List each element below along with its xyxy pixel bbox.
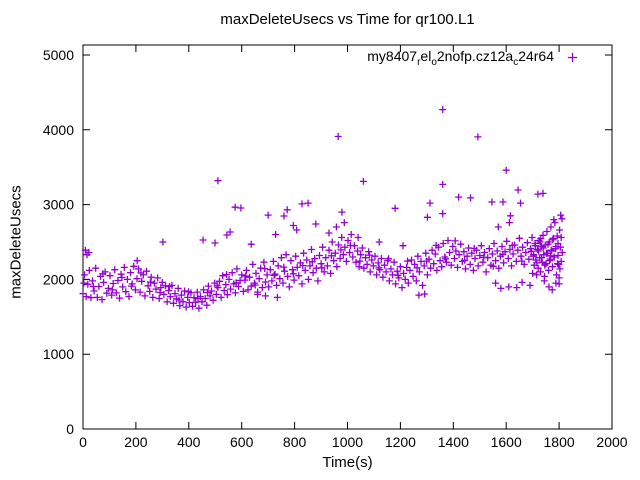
scatter-points [79, 106, 566, 312]
x-tick-label: 400 [177, 434, 201, 450]
legend-label-text: 2nofp.cz12a [436, 48, 514, 64]
legend-label-text: 24r64 [518, 48, 554, 64]
legend-label-subscript: r [417, 56, 421, 68]
x-tick-label: 1400 [438, 434, 469, 450]
legend-label-subscript: c [513, 56, 519, 68]
x-tick-label: 800 [283, 434, 307, 450]
legend-plus-marker-icon [567, 53, 578, 63]
legend-label-text: my8407 [367, 48, 418, 64]
x-tick-label: 0 [79, 434, 87, 450]
x-tick-label: 200 [124, 434, 148, 450]
legend: my8407relo2nofp.cz12ac24r64 [367, 48, 578, 68]
y-tick-label: 0 [66, 421, 74, 437]
y-tick-label: 2000 [43, 271, 74, 287]
legend-series-label: my8407relo2nofp.cz12ac24r64 [367, 48, 554, 68]
y-tick-label: 4000 [43, 122, 74, 138]
legend-label-subscript: o [431, 56, 437, 68]
y-tick-label: 1000 [43, 346, 74, 362]
x-tick-label: 1200 [385, 434, 416, 450]
x-tick-label: 2000 [596, 434, 627, 450]
x-tick-label: 600 [230, 434, 254, 450]
legend-label-text: el [420, 48, 432, 64]
chart-title: maxDeleteUsecs vs Time for qr100.L1 [220, 11, 475, 28]
y-axis-label: maxDeleteUsecs [7, 185, 25, 299]
x-tick-label: 1000 [332, 434, 363, 450]
x-tick-label: 1800 [544, 434, 575, 450]
plus-glyph [567, 53, 578, 63]
y-tick-label: 5000 [43, 47, 74, 63]
x-tick-label: 1600 [491, 434, 522, 450]
x-axis-label: Time(s) [322, 454, 373, 471]
y-tick-label: 3000 [43, 197, 74, 213]
